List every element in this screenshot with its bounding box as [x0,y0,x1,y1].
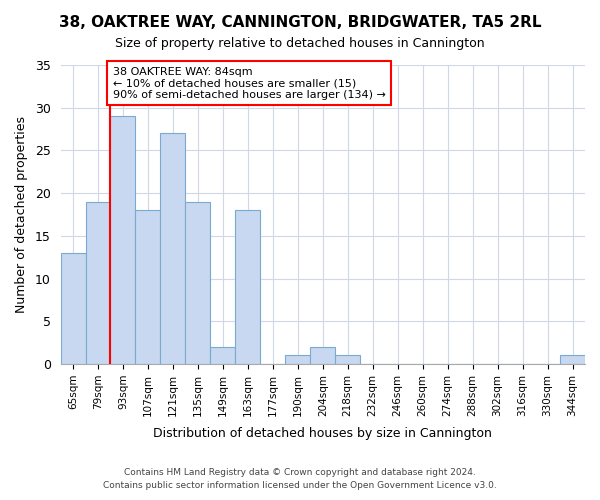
Bar [286,356,310,364]
Text: 38 OAKTREE WAY: 84sqm
← 10% of detached houses are smaller (15)
90% of semi-deta: 38 OAKTREE WAY: 84sqm ← 10% of detached … [113,66,386,100]
Bar [211,347,235,364]
Bar [335,356,360,364]
Text: Size of property relative to detached houses in Cannington: Size of property relative to detached ho… [115,38,485,51]
Text: 38, OAKTREE WAY, CANNINGTON, BRIDGWATER, TA5 2RL: 38, OAKTREE WAY, CANNINGTON, BRIDGWATER,… [59,15,541,30]
Bar [110,116,136,364]
Bar [86,202,110,364]
Bar [310,347,335,364]
Bar [185,202,211,364]
Bar [560,356,585,364]
Text: Contains HM Land Registry data © Crown copyright and database right 2024.
Contai: Contains HM Land Registry data © Crown c… [103,468,497,490]
Y-axis label: Number of detached properties: Number of detached properties [15,116,28,313]
Bar [160,134,185,364]
Bar [61,253,86,364]
X-axis label: Distribution of detached houses by size in Cannington: Distribution of detached houses by size … [154,427,492,440]
Bar [136,210,160,364]
Bar [235,210,260,364]
